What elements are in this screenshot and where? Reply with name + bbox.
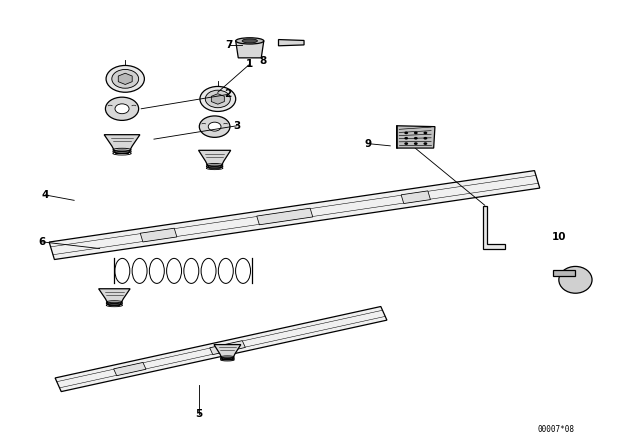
Text: 00007*08: 00007*08 <box>538 425 575 434</box>
Polygon shape <box>236 41 264 58</box>
Polygon shape <box>55 306 387 392</box>
Polygon shape <box>483 206 505 249</box>
Circle shape <box>404 132 408 134</box>
Circle shape <box>115 104 129 114</box>
Polygon shape <box>210 340 245 355</box>
Circle shape <box>112 69 139 88</box>
Ellipse shape <box>236 38 264 44</box>
Circle shape <box>424 142 428 145</box>
Text: 5: 5 <box>195 409 202 419</box>
Text: 10: 10 <box>552 233 567 242</box>
Polygon shape <box>257 208 313 225</box>
Polygon shape <box>114 362 146 376</box>
Ellipse shape <box>559 267 592 293</box>
Text: 4: 4 <box>42 190 49 200</box>
Polygon shape <box>211 94 225 104</box>
Circle shape <box>205 90 230 108</box>
Circle shape <box>424 137 428 140</box>
Circle shape <box>106 97 139 121</box>
Circle shape <box>424 132 428 134</box>
Text: 2: 2 <box>224 90 231 99</box>
Polygon shape <box>198 151 231 168</box>
Polygon shape <box>99 289 130 305</box>
Circle shape <box>414 132 418 134</box>
Text: 8: 8 <box>259 56 266 66</box>
Circle shape <box>200 86 236 112</box>
Polygon shape <box>214 345 241 360</box>
Circle shape <box>404 142 408 145</box>
Circle shape <box>208 122 221 131</box>
Text: 1: 1 <box>246 59 253 69</box>
Circle shape <box>106 65 145 92</box>
Polygon shape <box>49 171 540 259</box>
Polygon shape <box>140 228 177 242</box>
Polygon shape <box>553 270 575 276</box>
Ellipse shape <box>242 39 257 43</box>
Text: 9: 9 <box>364 138 371 149</box>
Polygon shape <box>104 135 140 153</box>
Text: 6: 6 <box>38 237 46 247</box>
Circle shape <box>404 137 408 140</box>
Polygon shape <box>118 73 132 85</box>
Circle shape <box>414 142 418 145</box>
Circle shape <box>414 137 418 140</box>
Text: 3: 3 <box>234 121 241 131</box>
Text: 7: 7 <box>226 40 233 50</box>
Polygon shape <box>401 191 431 203</box>
Polygon shape <box>278 39 304 46</box>
Polygon shape <box>397 126 435 148</box>
Circle shape <box>199 116 230 138</box>
